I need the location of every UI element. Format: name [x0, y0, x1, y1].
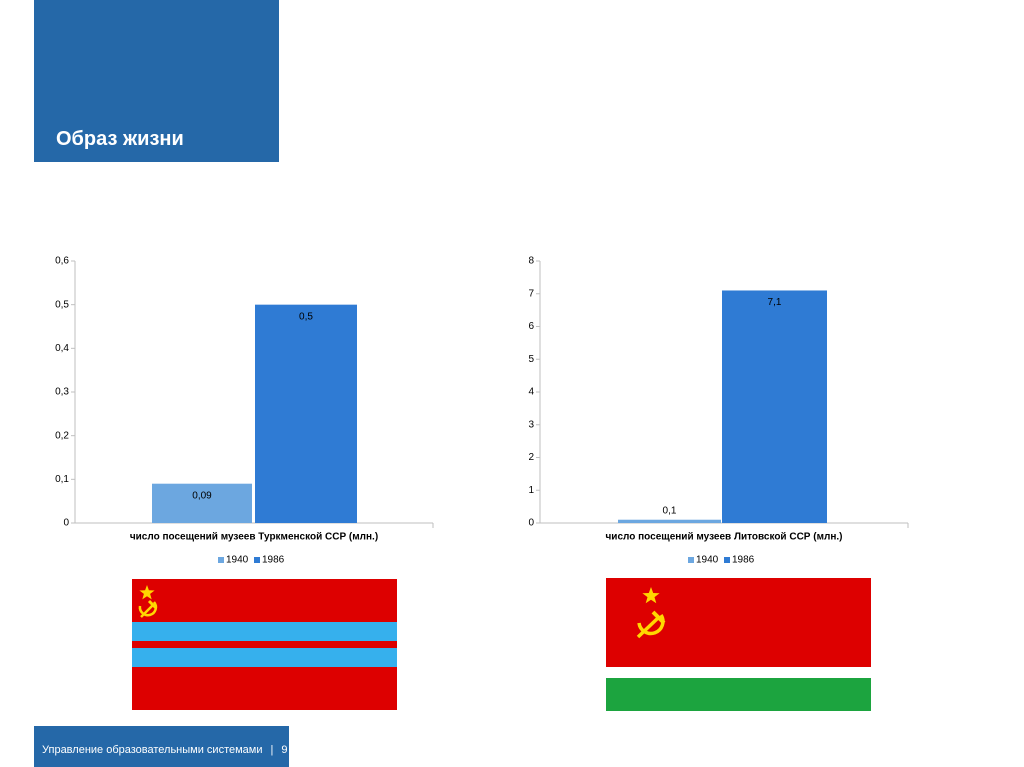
legend-label-1940: 1940: [696, 555, 719, 566]
flag-turkmen-ssr: [132, 579, 397, 710]
legend-label-1940: 1940: [226, 555, 249, 566]
bar-1940: [618, 519, 721, 523]
y-tick-label: 0,1: [55, 474, 69, 485]
y-tick-label: 8: [528, 256, 534, 267]
hammer-sickle-star-icon: [138, 585, 158, 618]
y-tick-label: 0,6: [55, 256, 69, 267]
y-tick-label: 2: [528, 452, 534, 463]
footer-banner: Управление образовательными системами | 9: [34, 726, 289, 767]
y-tick-label: 1: [528, 485, 534, 496]
y-tick-label: 7: [528, 288, 534, 299]
legend-swatch-1986: [254, 557, 260, 563]
slide-title: Образ жизни: [56, 128, 184, 150]
y-tick-label: 4: [528, 387, 534, 398]
y-tick-label: 0,2: [55, 430, 69, 441]
y-tick-label: 6: [528, 321, 534, 332]
y-tick-label: 0,3: [55, 387, 69, 398]
category-label: число посещений музеев Туркменской ССР (…: [130, 532, 378, 543]
y-tick-label: 0: [63, 518, 69, 529]
bar-1986: [255, 304, 357, 523]
footer-label: Управление образовательными системами | 9: [42, 744, 287, 756]
data-label-1940: 0,1: [663, 505, 677, 516]
data-label-1986: 7,1: [768, 297, 782, 308]
footer-title: Управление образовательными системами: [42, 744, 263, 756]
y-tick-label: 5: [528, 354, 534, 365]
page-number: 9: [281, 744, 288, 756]
y-tick-label: 0,5: [55, 299, 69, 310]
legend-label-1986: 1986: [262, 555, 285, 566]
y-tick-label: 3: [528, 419, 534, 430]
chart-lithuanian-museum-visits: 0 1 2 3 4 5 6 7 8 0,1 7,1 число посещений музеев Ли…: [528, 256, 909, 566]
flag-blue-stripe: [132, 622, 397, 641]
flag-red-field: [132, 579, 397, 710]
legend-label-1986: 1986: [732, 555, 755, 566]
flag-lithuanian-ssr: [606, 578, 871, 711]
data-label-1940: 0,09: [192, 490, 212, 501]
chart-turkmen-museum-visits: 0 0,1 0,2 0,3 0,4 0,5 0,6 0,09 0,5 число посещени…: [55, 256, 434, 566]
flag-blue-stripe: [132, 648, 397, 667]
footer-separator: |: [270, 744, 274, 756]
bar-1940: [152, 483, 252, 523]
y-tick-label: 0,4: [55, 343, 69, 354]
legend-swatch-1986: [724, 557, 730, 563]
title-banner: Образ жизни: [34, 0, 279, 162]
legend-swatch-1940: [688, 557, 694, 563]
legend-swatch-1940: [218, 557, 224, 563]
category-label: число посещений музеев Литовской ССР (мл…: [606, 532, 843, 543]
y-tick-label: 0: [528, 518, 534, 529]
flag-red-field: [606, 578, 871, 667]
flag-green-stripe: [606, 678, 871, 711]
data-label-1986: 0,5: [299, 311, 313, 322]
bar-1986: [722, 290, 827, 523]
hammer-sickle-star-icon: [636, 587, 666, 639]
